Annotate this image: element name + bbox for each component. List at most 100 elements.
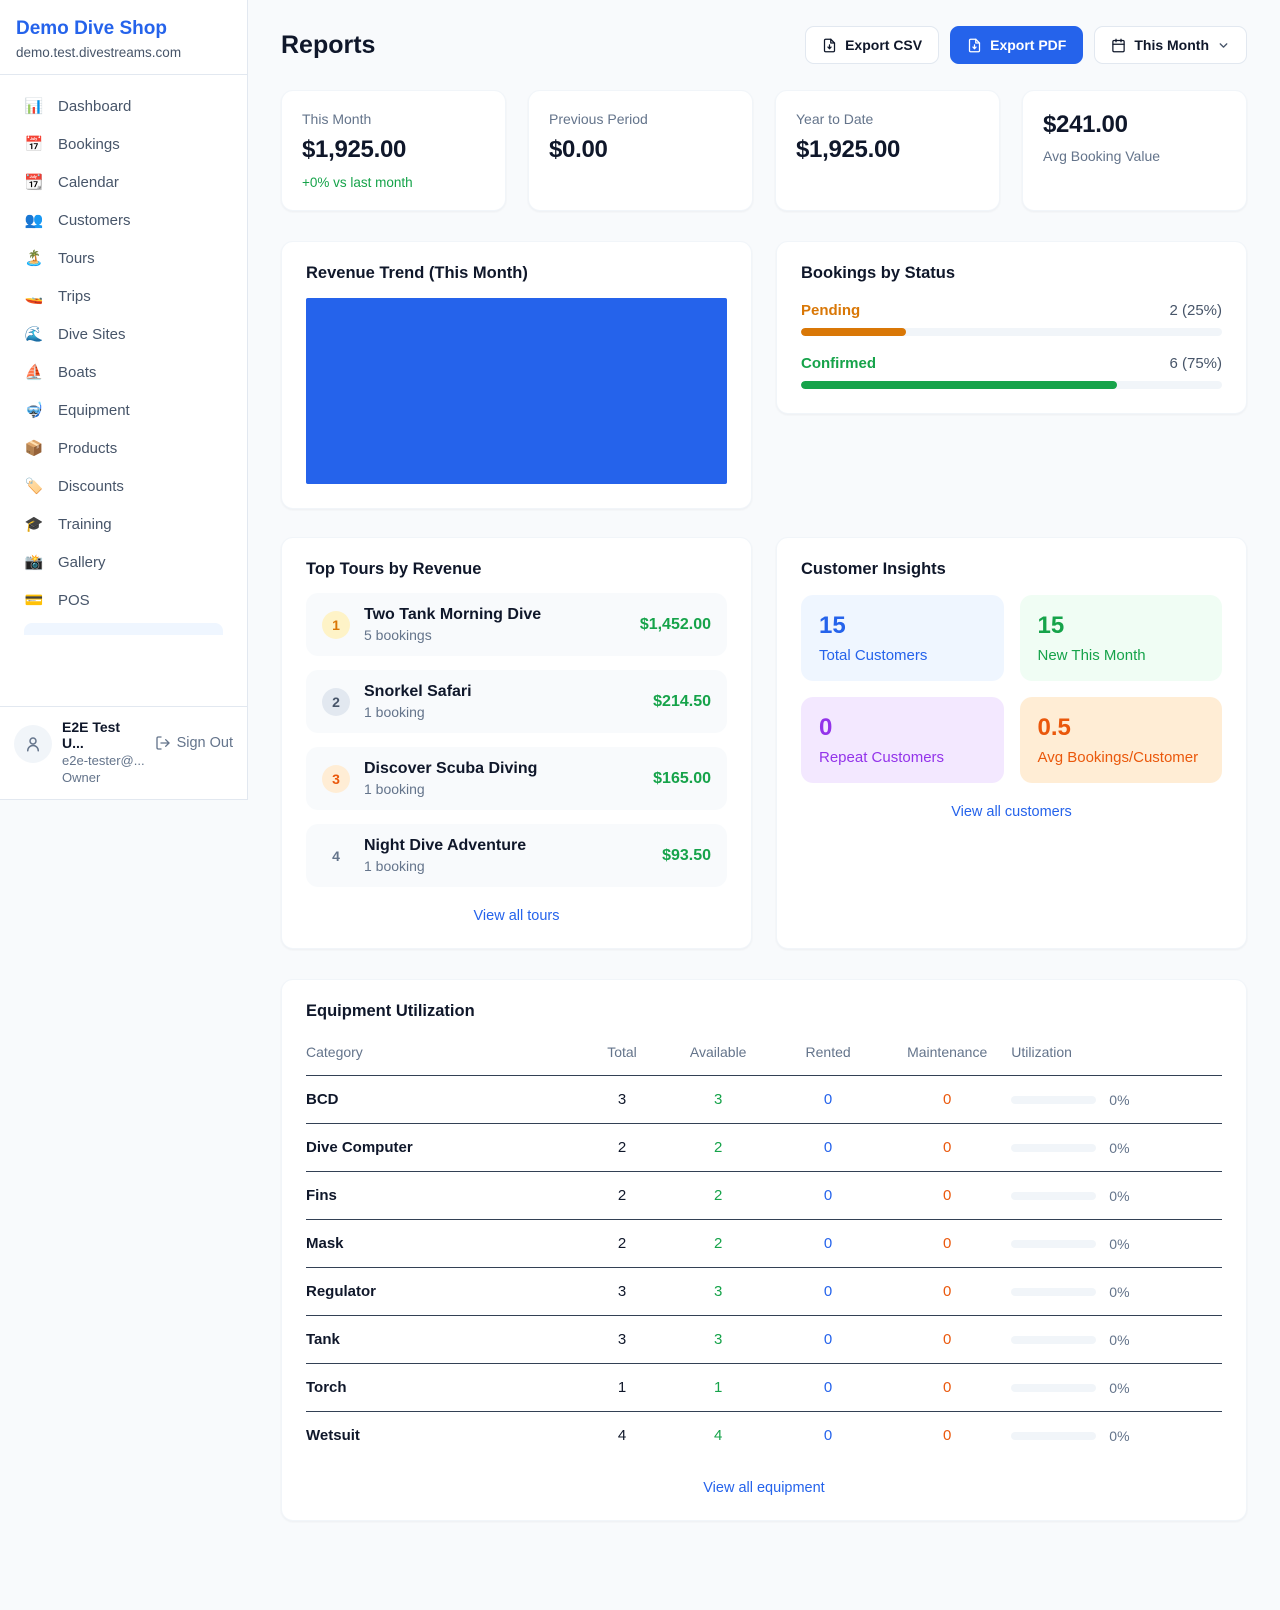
status-row-confirmed: Confirmed 6 (75%) xyxy=(801,355,1222,389)
person-icon xyxy=(27,737,39,752)
sidebar-item-customers[interactable]: 👥 Customers xyxy=(12,201,235,239)
camera-icon: 📸 xyxy=(24,554,44,571)
tour-revenue: $1,452.00 xyxy=(639,615,711,633)
insight-value: 15 xyxy=(819,612,846,639)
utilization-track xyxy=(1011,1191,1097,1200)
cell-category: Wetsuit xyxy=(306,1427,360,1444)
sidebar-item-equipment[interactable]: 🤿 Equipment xyxy=(12,391,235,429)
sidebar-item-calendar[interactable]: 📆 Calendar xyxy=(12,163,235,201)
insight-value: 0 xyxy=(819,714,833,741)
sidebar-item-gallery[interactable]: 📸 Gallery xyxy=(12,543,235,581)
table-row: Mask 2 2 0 0 0% xyxy=(306,1219,1222,1268)
utilization-percent: 0% xyxy=(1109,1283,1130,1300)
chevron-down-icon xyxy=(1219,42,1228,48)
export-csv-label: Export CSV xyxy=(845,37,923,53)
cell-category: Fins xyxy=(306,1171,581,1220)
main-content: Reports Export CSV Export PDF This Month… xyxy=(248,0,1280,1521)
cell-maintenance: 0 xyxy=(883,1267,1012,1316)
cell-available: 4 xyxy=(714,1427,723,1444)
cell-total: 2 xyxy=(580,1123,664,1172)
utilization-percent: 0% xyxy=(1109,1331,1130,1348)
revenue-trend-title: Revenue Trend (This Month) xyxy=(306,264,528,282)
cell-total: 3 xyxy=(580,1267,664,1316)
cell-total: 2 xyxy=(580,1219,664,1268)
stat-card-avg-booking-value: $241.00 Avg Booking Value xyxy=(1022,90,1247,211)
tour-name: Snorkel Safari xyxy=(364,683,472,700)
sidebar-item-discounts[interactable]: 🏷️ Discounts xyxy=(12,467,235,505)
sign-out-label: Sign Out xyxy=(176,735,233,751)
user-email: e2e-tester@... xyxy=(62,753,145,768)
tour-bookings: 1 booking xyxy=(364,704,425,720)
stats-row: This Month $1,925.00 +0% vs last month P… xyxy=(281,90,1247,211)
sidebar-item-label: Discounts xyxy=(58,477,124,495)
sidebar-item-products[interactable]: 📦 Products xyxy=(12,429,235,467)
cell-rented: 0 xyxy=(773,1219,884,1268)
stat-label: Avg Booking Value xyxy=(1043,148,1161,164)
cell-total: 2 xyxy=(580,1171,664,1220)
calendar-date-icon: 📅 xyxy=(24,136,44,153)
view-all-customers-link[interactable]: View all customers xyxy=(951,804,1072,820)
sidebar-item-pos[interactable]: 💳 POS xyxy=(12,581,235,619)
page-header: Reports Export CSV Export PDF This Month xyxy=(281,26,1247,64)
sidebar-item-reports-active-partial[interactable] xyxy=(24,623,223,635)
sidebar-item-dashboard[interactable]: 📊 Dashboard xyxy=(12,87,235,125)
sign-out-button[interactable]: Sign Out xyxy=(155,735,233,751)
top-tours-card: Top Tours by Revenue 1 Two Tank Morning … xyxy=(281,537,752,949)
cell-category: Dive Computer xyxy=(306,1123,581,1172)
cell-category: Tank xyxy=(306,1315,581,1364)
user-footer: E2E Test U... e2e-tester@... Owner Sign … xyxy=(0,706,247,799)
cell-category: BCD xyxy=(306,1075,581,1124)
speedboat-icon: 🚤 xyxy=(24,288,44,305)
insights-row: Top Tours by Revenue 1 Two Tank Morning … xyxy=(281,537,1247,949)
tour-revenue: $214.50 xyxy=(653,692,711,710)
tour-row-3: 3 Discover Scuba Diving 1 booking $165.0… xyxy=(306,747,727,810)
island-icon: 🏝️ xyxy=(24,250,44,267)
sidebar-item-trips[interactable]: 🚤 Trips xyxy=(12,277,235,315)
cell-available: 2 xyxy=(663,1123,774,1172)
sidebar-item-bookings[interactable]: 📅 Bookings xyxy=(12,125,235,163)
cell-maintenance: 0 xyxy=(883,1171,1012,1220)
sidebar-item-label: Boats xyxy=(58,363,97,381)
export-pdf-button[interactable]: Export PDF xyxy=(950,26,1084,64)
period-dropdown[interactable]: This Month xyxy=(1094,26,1247,64)
page-title: Reports xyxy=(281,30,376,59)
col-total: Total xyxy=(580,1034,664,1076)
sidebar-item-tours[interactable]: 🏝️ Tours xyxy=(12,239,235,277)
utilization-percent: 0% xyxy=(1109,1427,1130,1444)
stat-value: $1,925.00 xyxy=(302,136,407,163)
table-row: Regulator 3 3 0 0 0% xyxy=(306,1267,1222,1316)
stat-card-year-to-date: Year to Date $1,925.00 xyxy=(775,90,1000,211)
brand-block: Demo Dive Shop demo.test.divestreams.com xyxy=(0,0,247,75)
bookings-by-status-title: Bookings by Status xyxy=(801,264,956,282)
view-all-tours-link[interactable]: View all tours xyxy=(473,908,560,924)
stat-value: $241.00 xyxy=(1043,111,1128,138)
sidebar-item-dive-sites[interactable]: 🌊 Dive Sites xyxy=(12,315,235,353)
insight-repeat-customers: 0 Repeat Customers xyxy=(801,697,1004,783)
sidebar: Demo Dive Shop demo.test.divestreams.com… xyxy=(0,0,248,800)
status-count-confirmed: 6 (75%) xyxy=(1169,355,1222,372)
cell-available: 2 xyxy=(663,1219,774,1268)
rank-badge: 2 xyxy=(322,687,350,716)
utilization-track xyxy=(1011,1239,1097,1248)
sidebar-item-boats[interactable]: ⛵ Boats xyxy=(12,353,235,391)
tour-bookings: 1 booking xyxy=(364,858,425,874)
utilization-percent: 0% xyxy=(1109,1139,1130,1156)
sidebar-item-label: Dashboard xyxy=(58,97,132,115)
table-row: Dive Computer 2 2 0 0 0% xyxy=(306,1123,1222,1172)
tour-name: Night Dive Adventure xyxy=(364,837,527,854)
sidebar-item-training[interactable]: 🎓 Training xyxy=(12,505,235,543)
rank-badge: 4 xyxy=(332,847,340,864)
cell-category: Regulator xyxy=(306,1267,581,1316)
cell-utilization: 0% xyxy=(1011,1075,1222,1124)
status-track xyxy=(801,381,1222,389)
view-all-equipment-link[interactable]: View all equipment xyxy=(703,1480,825,1496)
cell-rented: 0 xyxy=(773,1363,884,1412)
cell-maintenance: 0 xyxy=(883,1123,1012,1172)
export-pdf-label: Export PDF xyxy=(990,37,1067,53)
cell-maintenance: 0 xyxy=(883,1363,1012,1412)
user-info: E2E Test U... e2e-tester@... Owner xyxy=(62,719,145,785)
table-row: Torch 1 1 0 0 0% xyxy=(306,1363,1222,1412)
export-csv-button[interactable]: Export CSV xyxy=(805,26,940,64)
utilization-track xyxy=(1011,1335,1097,1344)
cell-total: 3 xyxy=(580,1315,664,1364)
